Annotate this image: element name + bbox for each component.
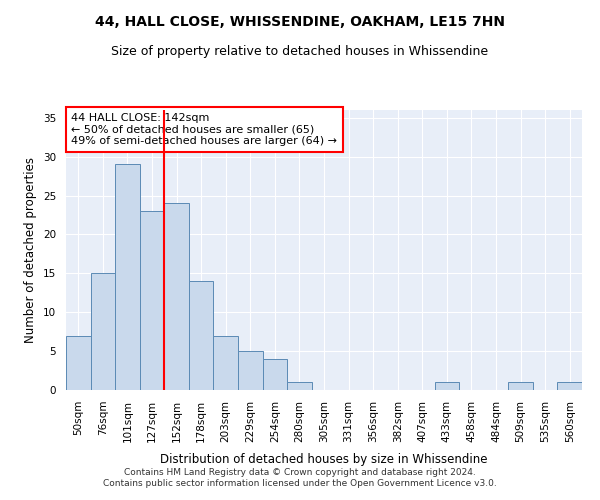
Bar xyxy=(140,211,164,390)
X-axis label: Distribution of detached houses by size in Whissendine: Distribution of detached houses by size … xyxy=(160,453,488,466)
Bar xyxy=(164,204,189,390)
Bar xyxy=(434,382,459,390)
Bar xyxy=(238,351,263,390)
Y-axis label: Number of detached properties: Number of detached properties xyxy=(25,157,37,343)
Bar xyxy=(214,336,238,390)
Bar xyxy=(287,382,312,390)
Bar xyxy=(508,382,533,390)
Bar xyxy=(115,164,140,390)
Text: Size of property relative to detached houses in Whissendine: Size of property relative to detached ho… xyxy=(112,45,488,58)
Text: Contains HM Land Registry data © Crown copyright and database right 2024.
Contai: Contains HM Land Registry data © Crown c… xyxy=(103,468,497,487)
Bar xyxy=(263,359,287,390)
Bar xyxy=(66,336,91,390)
Bar xyxy=(91,274,115,390)
Text: 44 HALL CLOSE: 142sqm
← 50% of detached houses are smaller (65)
49% of semi-deta: 44 HALL CLOSE: 142sqm ← 50% of detached … xyxy=(71,113,337,146)
Bar xyxy=(557,382,582,390)
Text: 44, HALL CLOSE, WHISSENDINE, OAKHAM, LE15 7HN: 44, HALL CLOSE, WHISSENDINE, OAKHAM, LE1… xyxy=(95,15,505,29)
Bar xyxy=(189,281,214,390)
